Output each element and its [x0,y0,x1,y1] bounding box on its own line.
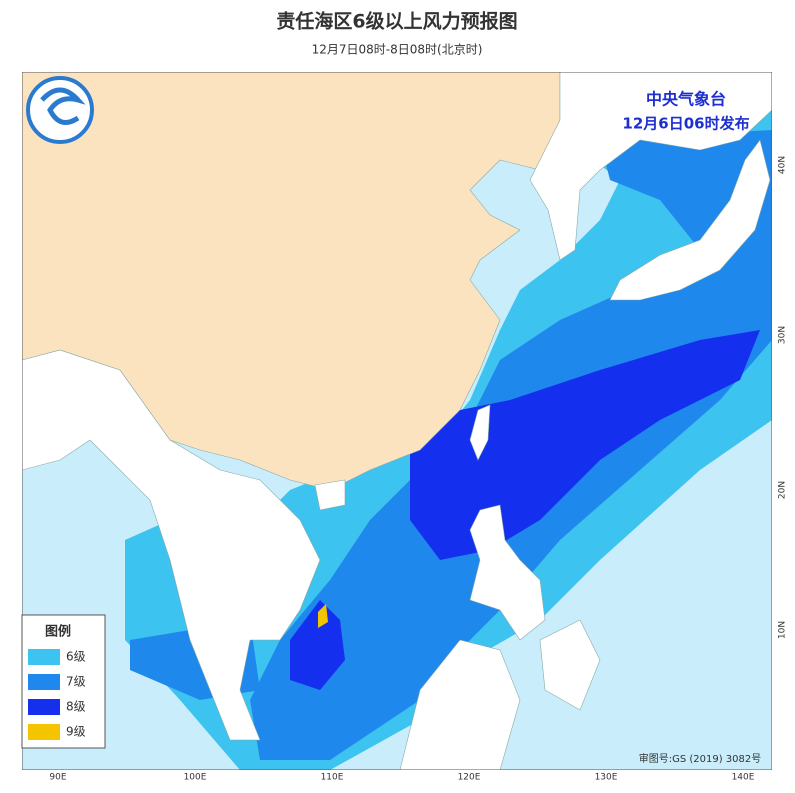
zone-9 [318,604,328,628]
legend-swatch [28,724,60,740]
longitude-label: 100E [184,773,207,783]
legend-label: 9级 [66,725,86,739]
subtitle: 12月7日08时-8日08时(北京时) [312,43,483,57]
zone-8 [290,600,345,690]
legend-title: 图例 [45,624,71,640]
mindanao-sulawesi [539,619,601,711]
map-area [22,72,772,770]
china [22,72,561,491]
japan [609,139,771,301]
latitude-label: 10N [778,621,788,639]
longitude-label: 120E [458,773,481,783]
legend-swatch [28,674,60,690]
hainan [314,479,346,511]
latitude-label: 30N [778,326,788,344]
legend-swatch [28,649,60,665]
korea-russia [529,72,772,261]
legend-label: 6级 [66,650,86,664]
legend-swatch [28,699,60,715]
approval-number: 审图号:GS (2019) 3082号 [639,752,762,765]
title: 责任海区6级以上风力预报图 [276,10,517,33]
longitude-label: 90E [49,773,66,783]
issue-time: 12月6日06时发布 [622,115,749,133]
southeast-asia [22,349,321,741]
logo-mark [40,87,86,125]
longitude-label: 140E [732,773,755,783]
legend-label: 7级 [66,675,86,689]
zone-8 [410,330,760,560]
legend: 图例 6级 7级 8级 9级 [21,614,106,749]
latitude-label: 40N [778,156,788,174]
longitude-label: 130E [595,773,618,783]
axes: 90E 100E 110E 120E 130E 140E 40N 30N 20N 10N [49,156,787,783]
taiwan [469,404,491,461]
longitude-label: 110E [321,773,344,783]
philippines [469,504,546,641]
logo [26,76,94,144]
latitude-label: 20N [778,481,788,499]
borneo [399,639,521,770]
agency-name: 中央气象台 [646,90,726,109]
legend-label: 8级 [66,700,86,714]
